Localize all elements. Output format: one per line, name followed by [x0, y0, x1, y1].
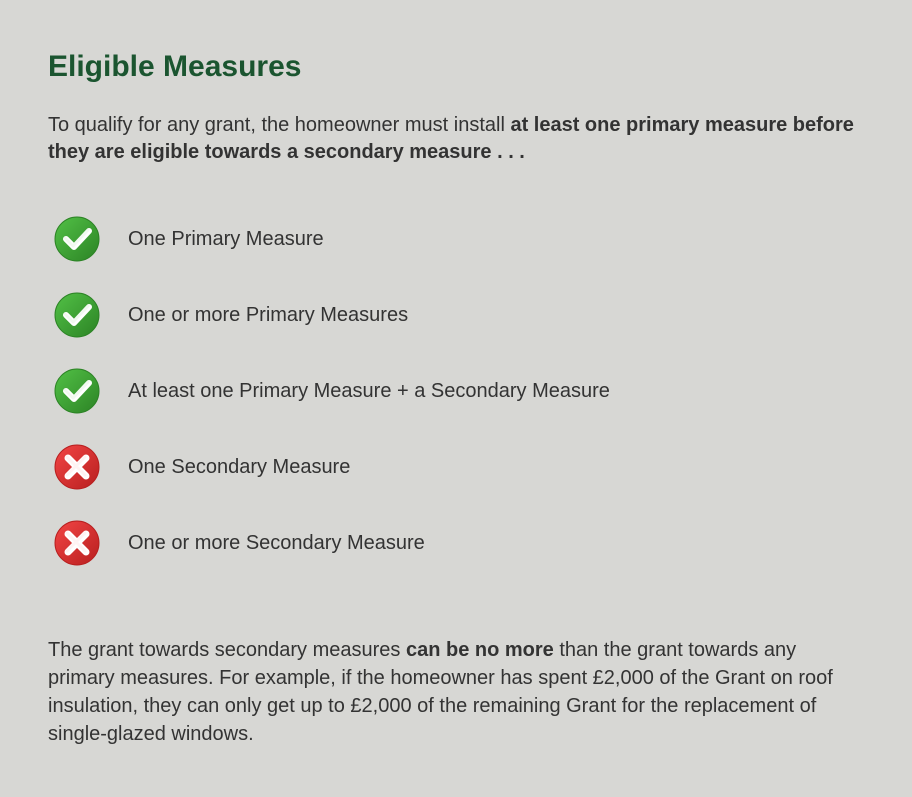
- rule-label: One Secondary Measure: [128, 456, 350, 479]
- rule-item: One Primary Measure: [54, 216, 864, 262]
- check-icon: [54, 292, 100, 338]
- rule-label: At least one Primary Measure + a Seconda…: [128, 380, 610, 403]
- rule-label: One or more Secondary Measure: [128, 532, 425, 555]
- check-icon: [54, 368, 100, 414]
- footer-paragraph: The grant towards secondary measures can…: [48, 636, 864, 748]
- footer-prefix: The grant towards secondary measures: [48, 639, 406, 661]
- intro-paragraph: To qualify for any grant, the homeowner …: [48, 112, 864, 166]
- rule-label: One or more Primary Measures: [128, 304, 408, 327]
- page-heading: Eligible Measures: [48, 50, 864, 84]
- intro-prefix: To qualify for any grant, the homeowner …: [48, 114, 510, 136]
- check-icon: [54, 216, 100, 262]
- rules-list: One Primary Measure One or more Primary …: [54, 216, 864, 566]
- cross-icon: [54, 520, 100, 566]
- rule-item: One Secondary Measure: [54, 444, 864, 490]
- footer-bold: can be no more: [406, 639, 554, 661]
- rule-item: One or more Secondary Measure: [54, 520, 864, 566]
- rule-label: One Primary Measure: [128, 228, 324, 251]
- rule-item: One or more Primary Measures: [54, 292, 864, 338]
- cross-icon: [54, 444, 100, 490]
- rule-item: At least one Primary Measure + a Seconda…: [54, 368, 864, 414]
